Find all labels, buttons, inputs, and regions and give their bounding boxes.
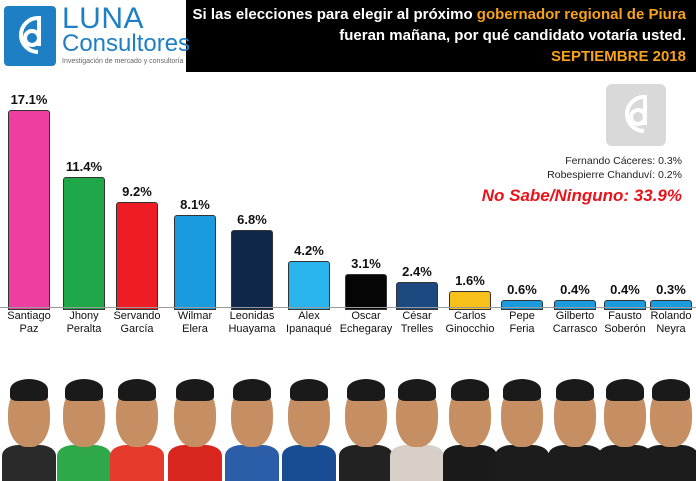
- title-post: fueran mañana, por qué candidato votaría…: [339, 27, 686, 44]
- candidate-labels: Santiago Paz Jhony Peralta Servando García Wil…: [0, 310, 696, 346]
- bar-value-label: 17.1%: [10, 92, 48, 107]
- survey-date: SEPTIEMBRE 2018: [550, 48, 686, 65]
- candidate-photo: [495, 375, 549, 481]
- minor-candidates-notes: Fernando Cáceres: 0.3% Robespierre Chand…: [547, 154, 682, 182]
- title-pre: Si las elecciones para elegir al próximo: [192, 6, 477, 23]
- bar-value-label: 0.6%: [507, 282, 537, 297]
- candidate-photo: [548, 375, 602, 481]
- chart-title: Si las elecciones para elegir al próximo…: [186, 4, 687, 67]
- candidate-photo: [443, 375, 497, 481]
- logo: LUNA Consultores Investigación de mercad…: [0, 0, 190, 72]
- bar-chart: 17.1% 11.4% 9.2% 8.1% 6.8% 4.2% 3.1% 2.4% 1.6% 0.…: [0, 80, 696, 310]
- bar: [8, 110, 50, 310]
- bar-column: 3.1%: [345, 80, 387, 310]
- logo-sub: Consultores: [62, 30, 191, 57]
- candidate-label: Gilberto Carrasco: [552, 310, 598, 335]
- candidate-photos: [0, 362, 696, 481]
- candidate-label: Jhony Peralta: [66, 310, 102, 335]
- candidate-photo: [282, 375, 336, 481]
- candidate-photo: [225, 375, 279, 481]
- bar: [231, 230, 273, 310]
- candidate-label: Rolando Neyra: [650, 310, 692, 335]
- candidate-label: Pepe Feria: [509, 310, 535, 335]
- bar-column: 9.2%: [116, 80, 158, 310]
- bar-value-label: 1.6%: [455, 273, 485, 288]
- watermark-logo-icon: [606, 84, 666, 146]
- bar-column: 17.1%: [8, 80, 50, 310]
- bar: [449, 291, 491, 310]
- candidate-label: Servando García: [113, 310, 161, 335]
- logo-name: LUNA: [62, 2, 145, 35]
- bar-value-label: 0.4%: [610, 282, 640, 297]
- bar-column: 1.6%: [449, 80, 491, 310]
- chart-baseline: [0, 307, 696, 308]
- candidate-label: Oscar Echegaray: [339, 310, 393, 335]
- candidate-label: Santiago Paz: [7, 310, 51, 335]
- candidate-label: Carlos Ginocchio: [445, 310, 495, 335]
- note-line: Robespierre Chanduví: 0.2%: [547, 169, 682, 181]
- candidate-photo: [2, 375, 56, 481]
- bar-column: 4.2%: [288, 80, 330, 310]
- note-line: Fernando Cáceres: 0.3%: [565, 155, 682, 167]
- bar-column: 0.3%: [650, 80, 692, 310]
- bar: [63, 177, 105, 310]
- bar-value-label: 3.1%: [351, 256, 381, 271]
- bar-value-label: 0.4%: [560, 282, 590, 297]
- candidate-photo: [57, 375, 111, 481]
- bar: [288, 261, 330, 310]
- bar-column: 6.8%: [231, 80, 273, 310]
- bar: [116, 202, 158, 310]
- candidate-photo: [110, 375, 164, 481]
- bar-column: 0.4%: [604, 80, 646, 310]
- candidate-photo: [339, 375, 393, 481]
- candidate-label: Fausto Soberón: [604, 310, 646, 335]
- candidate-label: Wilmar Elera: [177, 310, 213, 335]
- logo-mark-icon: [4, 6, 56, 66]
- header-banner: LUNA Consultores Investigación de mercad…: [0, 0, 696, 72]
- logo-tagline: Investigación de mercado y consultoría: [62, 58, 184, 65]
- bar-column: 11.4%: [63, 80, 105, 310]
- bar-column: 8.1%: [174, 80, 216, 310]
- bar: [650, 300, 692, 310]
- no-sabe-ninguno: No Sabe/Ninguno: 33.9%: [481, 186, 682, 205]
- bar-value-label: 11.4%: [65, 159, 103, 174]
- bar-value-label: 8.1%: [180, 197, 210, 212]
- candidate-label: César Trelles: [400, 310, 434, 335]
- bar-column: 0.4%: [554, 80, 596, 310]
- bar-column: 0.6%: [501, 80, 543, 310]
- candidate-label: Alex Ipanaqué: [286, 310, 332, 335]
- title-highlight: gobernador regional de Piura: [476, 6, 686, 23]
- bar-value-label: 9.2%: [122, 184, 152, 199]
- candidate-photo: [598, 375, 652, 481]
- bar: [396, 282, 438, 310]
- bar-value-label: 2.4%: [402, 264, 432, 279]
- bar: [604, 300, 646, 310]
- bar: [554, 300, 596, 310]
- candidate-photo: [168, 375, 222, 481]
- bar: [501, 300, 543, 310]
- bar-value-label: 6.8%: [237, 212, 267, 227]
- bar: [174, 215, 216, 310]
- bar-value-label: 4.2%: [294, 243, 324, 258]
- candidate-label: Leonidas Huayama: [228, 310, 276, 335]
- bar-value-label: 0.3%: [656, 282, 686, 297]
- bar: [345, 274, 387, 310]
- candidate-photo: [390, 375, 444, 481]
- bar-column: 2.4%: [396, 80, 438, 310]
- candidate-photo: [644, 375, 696, 481]
